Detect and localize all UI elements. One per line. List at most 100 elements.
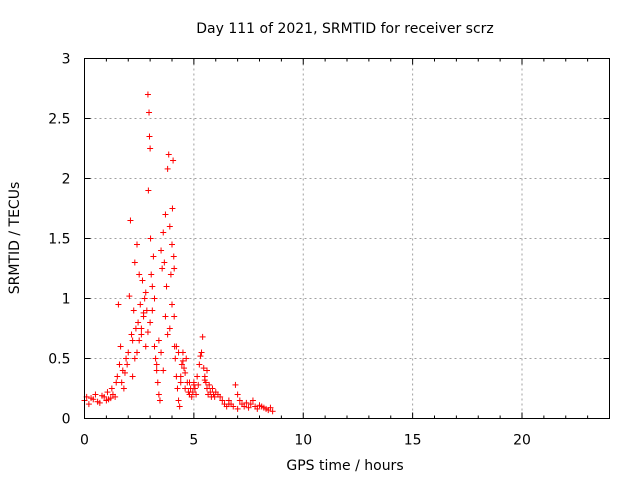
data-point — [131, 259, 138, 266]
data-point — [178, 361, 185, 368]
data-point — [182, 385, 189, 392]
data-point — [141, 295, 148, 302]
data-point — [160, 229, 167, 236]
data-point — [149, 307, 156, 314]
data-point — [107, 395, 114, 402]
data-point — [269, 408, 276, 415]
data-point — [159, 265, 166, 272]
data-point — [139, 277, 146, 284]
data-point — [138, 325, 145, 332]
data-point — [169, 301, 175, 308]
data-point — [162, 211, 169, 218]
data-point — [90, 396, 97, 403]
data-point — [175, 349, 182, 356]
data-point — [145, 187, 152, 194]
data-point — [190, 381, 197, 388]
data-point — [167, 271, 174, 278]
data-point — [169, 241, 175, 248]
data-point — [121, 369, 128, 376]
data-point — [217, 393, 224, 400]
data-point — [174, 385, 181, 392]
data-point — [108, 385, 115, 392]
data-point — [136, 337, 143, 344]
y-axis-ticks: 0 0.5 1 1.5 2 2.5 3 — [48, 52, 610, 428]
data-point — [148, 271, 155, 278]
data-point — [151, 343, 158, 350]
data-point — [146, 133, 153, 140]
data-point — [197, 353, 204, 360]
data-point — [150, 253, 157, 260]
y-tick-label: 3 — [62, 52, 71, 68]
y-tick-label: 2.5 — [48, 112, 70, 128]
data-point — [113, 379, 120, 386]
data-point — [245, 404, 252, 411]
data-point — [232, 381, 239, 388]
data-point — [173, 343, 180, 350]
data-point — [151, 295, 158, 302]
data-point — [171, 313, 178, 320]
data-point — [206, 381, 213, 388]
data-point — [118, 379, 125, 386]
chart-title: Day 111 of 2021, SRMTID for receiver scr… — [196, 21, 494, 37]
data-point — [146, 109, 153, 116]
data-point — [155, 337, 162, 344]
data-point — [142, 343, 149, 350]
data-point — [143, 307, 150, 314]
data-point — [101, 393, 108, 400]
data-point — [164, 331, 171, 338]
data-point — [194, 373, 201, 380]
plot-frame — [84, 58, 610, 419]
data-point — [126, 293, 133, 300]
data-point — [191, 385, 198, 392]
data-point — [200, 365, 207, 372]
data-point — [137, 301, 144, 308]
data-point — [135, 319, 142, 326]
data-point — [267, 404, 274, 411]
data-point — [112, 393, 119, 400]
data-point — [149, 283, 156, 290]
data-point — [128, 331, 135, 338]
data-point — [158, 349, 165, 356]
data-point — [177, 379, 184, 386]
grid-lines — [84, 58, 610, 419]
data-point — [92, 391, 99, 398]
data-point — [120, 385, 127, 392]
data-point — [181, 365, 188, 372]
data-point — [154, 379, 161, 386]
data-point — [162, 313, 169, 320]
x-tick-label: 5 — [189, 433, 198, 449]
data-point — [147, 145, 154, 152]
data-point — [172, 355, 179, 362]
data-point — [156, 397, 163, 404]
data-point — [114, 373, 121, 380]
data-point — [198, 349, 205, 356]
data-point — [134, 349, 140, 356]
data-point — [201, 377, 208, 384]
data-points — [81, 91, 276, 415]
data-point — [124, 361, 131, 368]
data-point — [243, 399, 250, 406]
data-point — [144, 329, 151, 336]
data-point — [104, 389, 111, 396]
data-point — [85, 401, 92, 408]
data-point — [179, 357, 186, 364]
y-tick-label: 1.5 — [48, 232, 70, 248]
data-point — [234, 391, 241, 398]
x-tick-label: 20 — [513, 433, 531, 449]
data-point — [196, 361, 203, 368]
data-point — [234, 405, 241, 412]
data-point — [175, 397, 182, 404]
data-point — [247, 401, 254, 408]
data-point — [241, 403, 248, 410]
data-point — [204, 367, 210, 374]
data-point — [166, 223, 173, 230]
data-point — [166, 325, 173, 332]
x-tick-label: 10 — [294, 433, 312, 449]
y-tick-label: 1 — [62, 292, 71, 308]
data-point — [129, 337, 136, 344]
data-point — [183, 355, 190, 362]
data-point — [115, 301, 122, 308]
data-point — [138, 331, 145, 338]
y-tick-label: 2 — [62, 172, 71, 188]
